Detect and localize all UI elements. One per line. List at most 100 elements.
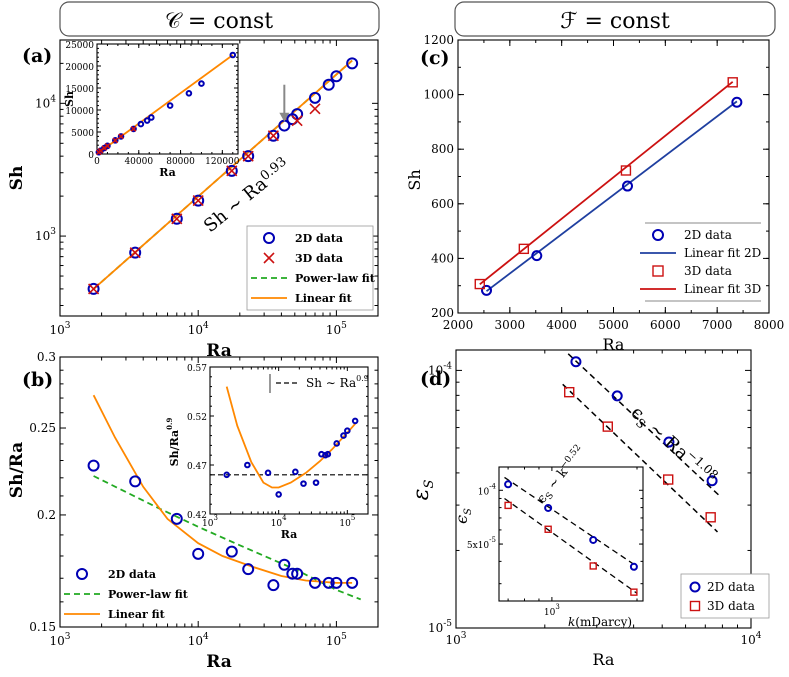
- data-point-3d-data: [602, 421, 613, 432]
- data-point-2d-data: [291, 108, 304, 121]
- legend-label: Linear fit 2D: [684, 246, 761, 260]
- data-point-2d-data: [611, 390, 623, 402]
- data-point-2d-data: [706, 475, 718, 487]
- data-point-2d-data: [104, 142, 111, 150]
- legend-marker: [689, 600, 701, 612]
- panel-d-fit-line: [562, 383, 719, 533]
- data-point-2d-data: [333, 440, 340, 447]
- inset-a-frame: [96, 43, 239, 155]
- data-point-2d-data: [322, 576, 335, 589]
- x-tick-label: 104: [271, 514, 287, 529]
- x-tick-label: 8000: [754, 318, 785, 332]
- data-point-3d-data: [242, 150, 254, 162]
- data-point-3d-data: [474, 278, 485, 290]
- inset-d-fit-line: [504, 476, 638, 567]
- data-point-2d-data: [129, 475, 142, 488]
- y-tick-label: 0: [88, 151, 94, 161]
- data-point-3d-data: [267, 130, 279, 142]
- data-point-2d-data: [351, 417, 359, 425]
- fit-line-linear-fit: [225, 386, 356, 489]
- data-point-2d-data: [267, 129, 280, 142]
- inset-d-xlabel: k(mDarcy): [568, 615, 632, 629]
- legend-marker: [76, 568, 88, 580]
- panel-b: 103 104 105 0.15 0.2 0.25 0.3 (b) Ra Sh/Ra 2D data…: [7, 350, 379, 672]
- data-point-2d-data: [346, 576, 359, 589]
- legend-marker: [263, 232, 275, 244]
- y-tick-label: 15000: [65, 85, 94, 95]
- x-tick-label: 104: [188, 321, 209, 337]
- y-tick-label: 10-5: [428, 619, 452, 635]
- data-point-2d-data: [225, 164, 238, 177]
- panel-b-label: (b): [22, 369, 53, 391]
- header-left-text: 𝒞 = const: [165, 9, 273, 34]
- panel-c-ylabel: Sh: [405, 169, 424, 190]
- panel-d-fit-line: [567, 353, 720, 497]
- x-tick-label: 4000: [546, 318, 577, 332]
- y-tick-label: 0.42: [187, 511, 207, 521]
- panel-b-xlabel: Ra: [206, 652, 232, 672]
- legend-label: Linear fit: [108, 608, 166, 621]
- legend-label: Linear fit 3D: [684, 282, 761, 296]
- legend-label: 2D data: [295, 232, 343, 245]
- data-point-3d-data: [226, 165, 238, 177]
- legend-label: 3D data: [707, 599, 755, 613]
- data-point-2d-data: [117, 133, 125, 140]
- data-point-2d-data: [308, 91, 321, 104]
- data-point-2d-data: [346, 57, 359, 70]
- data-point-3d-data: [564, 386, 575, 398]
- panel-d-ylabel: εS: [409, 480, 437, 501]
- data-point-3d-data: [192, 195, 204, 207]
- data-point-2d-data: [264, 469, 272, 477]
- inset-d-frame: [498, 466, 644, 602]
- inset-b-bg: [210, 367, 368, 514]
- fit-line-linear-fit-2d: [485, 100, 738, 292]
- data-point-2d-data: [340, 432, 347, 439]
- data-point-2d-data: [87, 282, 100, 295]
- data-point-2d-data: [275, 491, 282, 498]
- data-point-2d-data: [292, 468, 299, 476]
- x-tick-label: 103: [202, 514, 218, 529]
- legend-label: Power-law fit: [108, 588, 189, 601]
- data-point-3d-data: [504, 501, 512, 510]
- x-tick-label: 0: [94, 157, 100, 167]
- y-tick-label: 200: [431, 306, 454, 320]
- legend-label: Power-law fit: [295, 272, 376, 285]
- fit-line-linear-fit-3d: [479, 81, 734, 286]
- y-tick-label: 0.15: [29, 620, 56, 634]
- x-tick-label: 80000: [166, 157, 195, 167]
- inset-b-xlabel: Ra: [281, 528, 298, 541]
- data-point-2d-data: [244, 461, 251, 469]
- x-tick-label: 3000: [495, 318, 526, 332]
- data-point-2d-data: [143, 117, 151, 124]
- inset-b-frame: [209, 366, 369, 515]
- panel-b-frame: [59, 356, 379, 628]
- y-tick-label: 0.52: [187, 413, 207, 423]
- data-point-3d-data: [620, 165, 632, 176]
- data-point-2d-data: [286, 567, 299, 580]
- data-point-2d-data: [621, 180, 633, 192]
- data-point-3d-data: [630, 588, 638, 596]
- data-point-2d-data: [166, 102, 174, 109]
- data-point-3d-data: [130, 126, 137, 132]
- panel-d-frame: [455, 349, 752, 629]
- panel-b-ylabel: Sh/Ra: [7, 442, 27, 498]
- legend-label: 2D data: [108, 568, 156, 581]
- header-right-box: [454, 1, 776, 37]
- y-tick-label: 800: [431, 142, 454, 156]
- legend-label: Linear fit: [295, 292, 353, 305]
- header-right-text: ℱ = const: [560, 9, 670, 34]
- x-tick-label: 7000: [702, 318, 733, 332]
- legend-label: 2D data: [684, 228, 732, 242]
- y-tick-label: 10-4: [478, 482, 497, 497]
- inset-d-ylabel: ϵS: [452, 508, 474, 524]
- legend-marker: [263, 252, 275, 264]
- y-tick-label: 0.57: [187, 364, 207, 374]
- panel-a-frame: [59, 39, 379, 317]
- inset-a-ylabel: Sh: [63, 91, 76, 107]
- data-point-2d-data: [242, 150, 255, 163]
- inset-d-fit-line: [504, 497, 638, 594]
- fit-line-power-law-fit: [93, 475, 362, 601]
- x-tick-label: 104: [740, 631, 761, 647]
